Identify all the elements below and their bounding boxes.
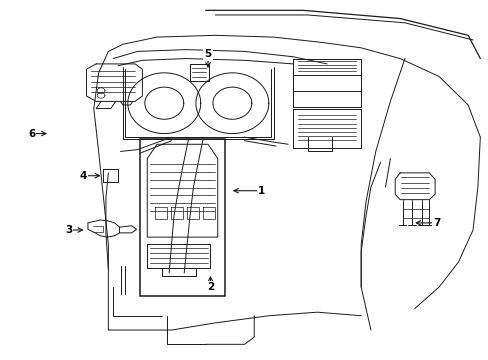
Text: 1: 1 — [257, 186, 264, 196]
Text: 2: 2 — [206, 282, 214, 292]
Text: 5: 5 — [204, 49, 211, 59]
Text: 7: 7 — [432, 218, 439, 228]
Text: 3: 3 — [65, 225, 72, 235]
Bar — [140, 139, 224, 296]
Text: 6: 6 — [28, 129, 35, 139]
Text: 4: 4 — [79, 171, 86, 181]
